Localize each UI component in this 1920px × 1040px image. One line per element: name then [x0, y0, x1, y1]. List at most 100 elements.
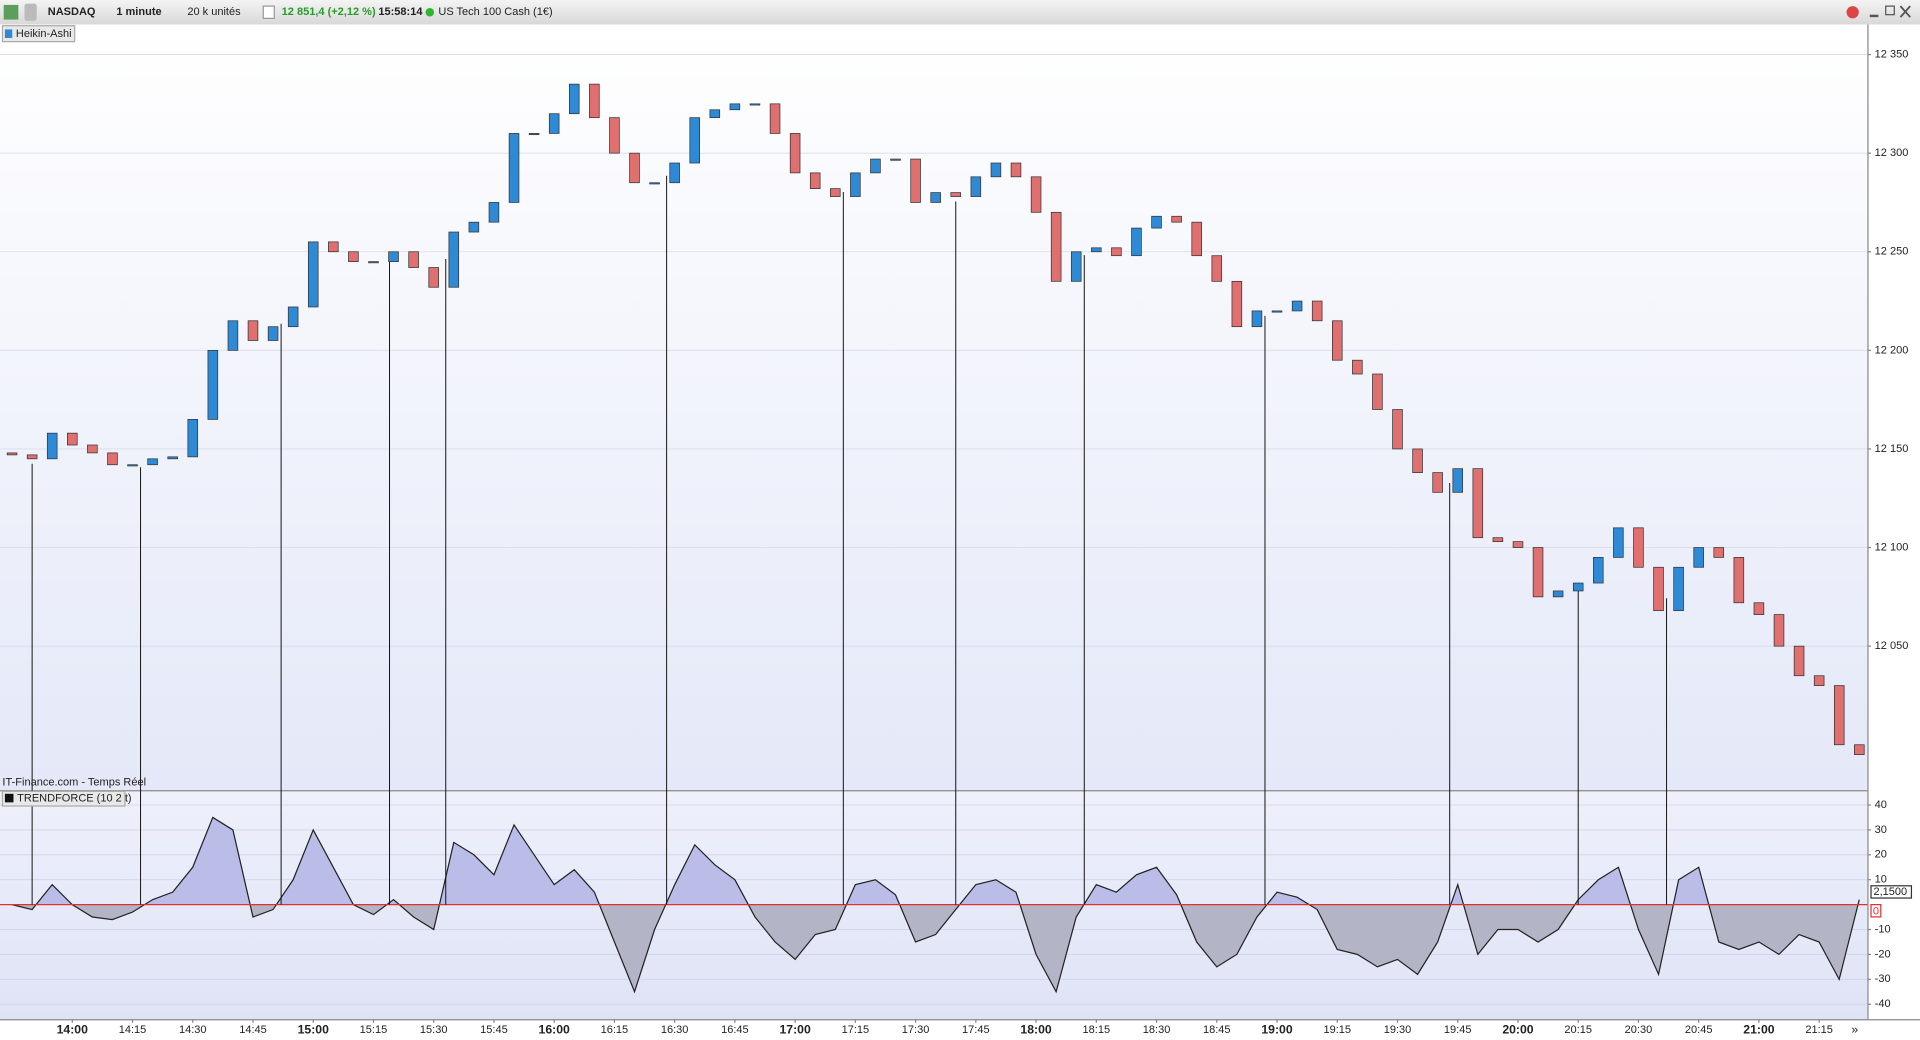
candle-body	[368, 261, 379, 264]
instrument-select[interactable]: NASDAQ	[48, 6, 96, 18]
x-tick-label: 16:30	[661, 1024, 689, 1036]
status-dot	[425, 7, 435, 17]
candle-body	[568, 83, 580, 115]
candle-body	[67, 432, 78, 446]
scroll-button[interactable]: »	[1851, 1022, 1858, 1036]
candle-body	[970, 176, 982, 197]
candle-body	[1854, 744, 1865, 755]
x-tick-label: 19:45	[1444, 1024, 1472, 1036]
x-tick-label: 20:30	[1625, 1024, 1653, 1036]
candle-body	[910, 158, 921, 203]
candle-body	[1091, 247, 1102, 253]
candle-body	[1251, 310, 1263, 328]
candle-body	[1311, 300, 1323, 322]
candle-body	[1412, 448, 1423, 473]
x-tick-label: 15:15	[360, 1024, 388, 1036]
candle-body	[1452, 468, 1464, 493]
candle-body	[448, 231, 460, 288]
x-tick-label: 17:15	[842, 1024, 870, 1036]
candle-body	[990, 162, 1002, 178]
interval-select[interactable]: 1 minute	[116, 6, 161, 18]
candle-body	[749, 103, 761, 106]
y-tick-label: -40	[1875, 998, 1891, 1010]
candle-body	[629, 152, 640, 184]
area-fill-negative	[12, 904, 1860, 992]
candle-body	[1793, 645, 1805, 677]
close-button[interactable]	[1899, 5, 1911, 18]
candle-body	[328, 241, 339, 253]
candle-body	[428, 267, 439, 288]
candle-body	[227, 320, 239, 351]
units-select[interactable]: 20 k unités	[187, 6, 241, 18]
candle-body	[1331, 320, 1343, 361]
x-tick-label: 17:00	[779, 1022, 810, 1036]
candle-body	[1010, 162, 1022, 178]
x-tick-label: 16:00	[539, 1022, 570, 1036]
candle-body	[709, 109, 721, 119]
refresh-icon[interactable]	[1846, 6, 1859, 19]
candle-body	[1472, 468, 1484, 539]
candle-body	[809, 172, 821, 190]
markers	[31, 175, 1668, 905]
candle-body	[609, 117, 620, 154]
x-tick-label: 14:45	[239, 1024, 267, 1036]
candle-body	[689, 117, 700, 164]
candle-body	[1111, 247, 1122, 257]
candle-body	[789, 133, 801, 174]
y-tick-label: 30	[1875, 824, 1887, 836]
x-tick-label: 17:30	[902, 1024, 930, 1036]
candle-body	[649, 182, 660, 185]
legend-label: TRENDFORCE (10 2 t)	[17, 793, 131, 805]
legend-icon	[4, 793, 14, 803]
candle-body	[167, 456, 178, 460]
x-tick-label: 14:00	[57, 1022, 88, 1036]
legend-icon	[4, 29, 13, 38]
candle-body	[147, 458, 158, 466]
candle-body	[247, 320, 259, 341]
area-fill-positive	[36, 817, 1860, 905]
last-value-box	[1870, 885, 1913, 899]
info-icon[interactable]	[262, 5, 275, 19]
candle-body	[830, 188, 841, 197]
candle-body	[1492, 537, 1504, 543]
chart-icon[interactable]	[3, 4, 19, 20]
legend-box[interactable]	[1, 25, 76, 43]
indicator-line	[11, 816, 1860, 994]
legend-label: Heikin-Ashi	[16, 28, 72, 40]
link-icon[interactable]	[24, 3, 37, 21]
y-tick-label: 12 300	[1875, 147, 1909, 159]
candle-body	[1713, 547, 1725, 558]
x-tick-label: 16:15	[601, 1024, 629, 1036]
candle-body	[589, 83, 600, 119]
candle-body	[1352, 359, 1363, 375]
x-tick-label: 17:45	[962, 1024, 990, 1036]
candle-body	[468, 221, 480, 233]
y-tick-label: 12 350	[1875, 48, 1909, 60]
candle-body	[1191, 221, 1202, 257]
zero-label: 0	[1873, 905, 1879, 917]
candle-body	[548, 113, 560, 134]
right-axis	[1867, 24, 1920, 1040]
x-tick-label: 18:45	[1203, 1024, 1231, 1036]
y-tick-label: 10	[1875, 874, 1887, 886]
legend-box[interactable]	[1, 790, 126, 807]
y-tick-label: 12 050	[1875, 640, 1909, 652]
candle-body	[1673, 566, 1684, 612]
candle-body	[729, 103, 741, 111]
y-tick-label: -30	[1875, 973, 1891, 985]
minimize-button[interactable]	[1869, 14, 1879, 18]
candle-body	[508, 133, 520, 203]
restore-button[interactable]	[1885, 5, 1895, 16]
x-tick-label: 18:30	[1143, 1024, 1171, 1036]
candle-body	[1372, 373, 1383, 410]
candles	[6, 83, 1865, 755]
candle-body	[187, 419, 199, 458]
x-tick-label: 20:45	[1685, 1024, 1713, 1036]
instrument-name: US Tech 100 Cash (1€)	[438, 6, 552, 18]
quote: 12 851,4 (+2,12 %)	[282, 6, 376, 18]
candle-body	[388, 251, 399, 262]
candle-body	[870, 158, 881, 174]
candle-body	[1070, 251, 1082, 282]
indicator	[0, 816, 1868, 994]
